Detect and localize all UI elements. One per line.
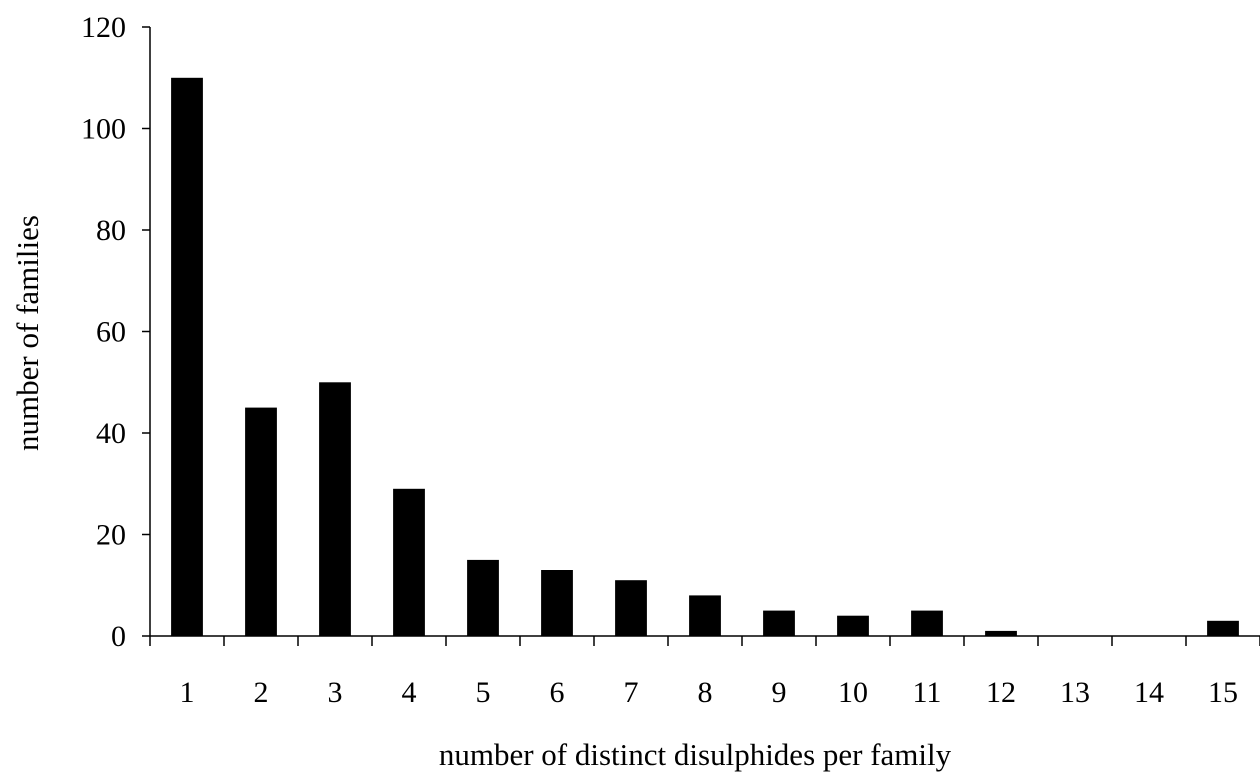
y-tick-label-100: 100 <box>81 113 126 146</box>
axes-layer <box>142 26 1260 646</box>
bar-2 <box>245 407 277 636</box>
x-tick-label-2: 2 <box>254 676 269 709</box>
bar-8 <box>689 595 721 636</box>
bar-4 <box>393 488 425 636</box>
x-tick-label-8: 8 <box>698 676 713 709</box>
y-tick-label-120: 120 <box>81 11 126 44</box>
y-tick-label-40: 40 <box>96 417 126 450</box>
x-tick-label-9: 9 <box>772 676 787 709</box>
x-tick-label-15: 15 <box>1208 676 1238 709</box>
bar-9 <box>763 610 795 636</box>
x-tick-label-11: 11 <box>913 676 942 709</box>
y-tick-label-80: 80 <box>96 214 126 247</box>
y-tick-label-0: 0 <box>111 620 126 653</box>
x-tick-label-4: 4 <box>402 676 417 709</box>
x-tick-label-7: 7 <box>624 676 639 709</box>
x-tick-label-10: 10 <box>838 676 868 709</box>
bars-layer <box>171 77 1239 637</box>
y-tick-label-60: 60 <box>96 316 126 349</box>
x-tick-label-14: 14 <box>1134 676 1164 709</box>
bar-12 <box>985 630 1017 636</box>
bar-7 <box>615 580 647 636</box>
y-axis-title: number of families <box>10 215 45 451</box>
x-tick-label-12: 12 <box>986 676 1016 709</box>
x-tick-label-3: 3 <box>328 676 343 709</box>
x-tick-label-1: 1 <box>180 676 195 709</box>
bar-1 <box>171 77 203 637</box>
x-tick-label-13: 13 <box>1060 676 1090 709</box>
y-tick-label-20: 20 <box>96 519 126 552</box>
bar-3 <box>319 382 351 637</box>
x-tick-label-5: 5 <box>476 676 491 709</box>
bar-5 <box>467 559 499 636</box>
x-tick-label-6: 6 <box>550 676 565 709</box>
x-axis-title: number of distinct disulphides per famil… <box>439 737 952 772</box>
bar-6 <box>541 570 573 636</box>
bar-11 <box>911 610 943 636</box>
bar-15 <box>1207 620 1239 636</box>
bar-10 <box>837 615 869 636</box>
